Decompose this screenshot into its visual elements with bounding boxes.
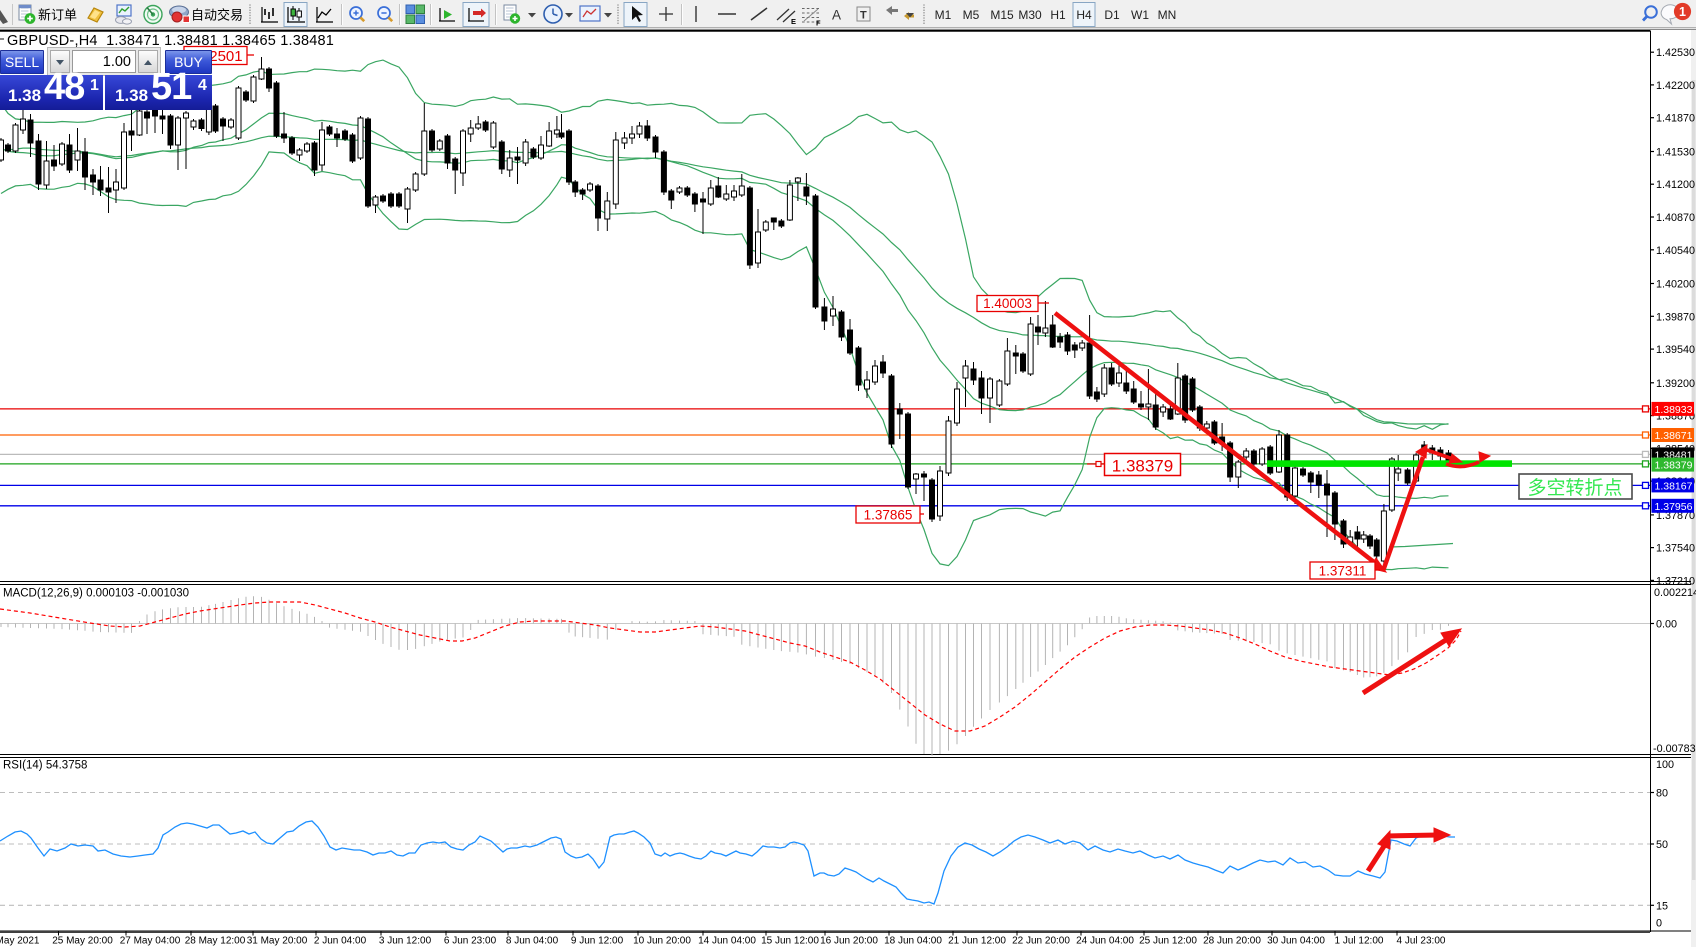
svg-text:1.38671: 1.38671 — [1655, 430, 1693, 442]
svg-text:25 Jun 12:00: 25 Jun 12:00 — [1139, 936, 1197, 947]
svg-text:1.39200: 1.39200 — [1656, 378, 1695, 390]
svg-text:A: A — [832, 8, 841, 23]
svg-text:1 Jul 12:00: 1 Jul 12:00 — [1335, 936, 1384, 947]
svg-text:21 Jun 12:00: 21 Jun 12:00 — [948, 936, 1006, 947]
svg-text:10 Jun 20:00: 10 Jun 20:00 — [633, 936, 691, 947]
svg-text:1.39870: 1.39870 — [1656, 311, 1695, 323]
svg-text:H1: H1 — [1050, 8, 1066, 22]
svg-text:50: 50 — [1656, 839, 1668, 851]
svg-text:W1: W1 — [1131, 8, 1149, 22]
svg-text:31 May 20:00: 31 May 20:00 — [247, 936, 308, 947]
svg-text:9 Jun 12:00: 9 Jun 12:00 — [571, 936, 624, 947]
svg-text:80: 80 — [1656, 788, 1668, 800]
svg-text:0: 0 — [1656, 918, 1662, 930]
svg-text:27 May 04:00: 27 May 04:00 — [120, 936, 181, 947]
svg-text:1.40003: 1.40003 — [983, 296, 1032, 311]
svg-text:8 Jun 04:00: 8 Jun 04:00 — [506, 936, 559, 947]
svg-text:100: 100 — [1656, 759, 1674, 771]
svg-text:M30: M30 — [1018, 8, 1042, 22]
svg-text:M15: M15 — [990, 8, 1014, 22]
svg-text:1.37311: 1.37311 — [1319, 564, 1367, 579]
svg-text:3 Jun 12:00: 3 Jun 12:00 — [379, 936, 432, 947]
svg-text:多空转折点: 多空转折点 — [1527, 477, 1622, 499]
svg-text:1.37870: 1.37870 — [1656, 510, 1695, 522]
svg-text:1.38167: 1.38167 — [1655, 480, 1693, 492]
svg-text:0.00: 0.00 — [1656, 619, 1677, 631]
svg-text:MACD(12,26,9) 0.000103 -0.0010: MACD(12,26,9) 0.000103 -0.001030 — [3, 588, 189, 600]
svg-text:新订单: 新订单 — [38, 8, 77, 23]
svg-text:1.37956: 1.37956 — [1655, 501, 1693, 513]
svg-text:15 Jun 12:00: 15 Jun 12:00 — [761, 936, 819, 947]
svg-text:1.38379: 1.38379 — [1112, 457, 1173, 476]
svg-text:25 May 20:00: 25 May 20:00 — [52, 936, 113, 947]
svg-text:M1: M1 — [935, 8, 952, 22]
svg-text:28 May 12:00: 28 May 12:00 — [185, 936, 246, 947]
svg-text:1: 1 — [1679, 5, 1686, 19]
svg-text:May 2021: May 2021 — [0, 936, 40, 947]
svg-text:24 Jun 04:00: 24 Jun 04:00 — [1076, 936, 1134, 947]
svg-text:16 Jun 20:00: 16 Jun 20:00 — [820, 936, 878, 947]
svg-text:1.37865: 1.37865 — [864, 508, 913, 523]
svg-text:1.41870: 1.41870 — [1656, 113, 1695, 125]
svg-text:1.37210: 1.37210 — [1656, 575, 1695, 587]
svg-text:18 Jun 04:00: 18 Jun 04:00 — [884, 936, 942, 947]
svg-text:1.37540: 1.37540 — [1656, 543, 1695, 555]
svg-text:2 Jun 04:00: 2 Jun 04:00 — [314, 936, 367, 947]
svg-text:自动交易: 自动交易 — [191, 8, 243, 23]
svg-text:14 Jun 04:00: 14 Jun 04:00 — [698, 936, 756, 947]
svg-text:F: F — [816, 19, 821, 28]
svg-text:1.41530: 1.41530 — [1656, 147, 1695, 159]
svg-text:1.39540: 1.39540 — [1656, 344, 1695, 356]
svg-text:H4: H4 — [1076, 8, 1092, 22]
svg-text:1.40870: 1.40870 — [1656, 212, 1695, 224]
svg-text:28 Jun 20:00: 28 Jun 20:00 — [1203, 936, 1261, 947]
svg-text:22 Jun 20:00: 22 Jun 20:00 — [1012, 936, 1070, 947]
svg-text:6 Jun 23:00: 6 Jun 23:00 — [444, 936, 497, 947]
svg-text:M5: M5 — [963, 8, 980, 22]
svg-text:15: 15 — [1656, 900, 1668, 912]
svg-text:T: T — [860, 10, 867, 22]
svg-text:1.38933: 1.38933 — [1655, 404, 1693, 416]
svg-text:0.002214: 0.002214 — [1654, 587, 1696, 599]
svg-text:1.40200: 1.40200 — [1656, 279, 1695, 291]
svg-text:1.40540: 1.40540 — [1656, 245, 1695, 257]
svg-text:E: E — [791, 17, 796, 26]
svg-text:MN: MN — [1158, 8, 1177, 22]
svg-text:1.38379: 1.38379 — [1655, 460, 1693, 472]
svg-text:RSI(14) 54.3758: RSI(14) 54.3758 — [3, 760, 87, 772]
svg-text:4 Jul 23:00: 4 Jul 23:00 — [1397, 936, 1446, 947]
svg-text:30 Jun 04:00: 30 Jun 04:00 — [1267, 936, 1325, 947]
svg-text:D1: D1 — [1104, 8, 1120, 22]
svg-text:1.42530: 1.42530 — [1656, 47, 1695, 59]
svg-text:1.41200: 1.41200 — [1656, 179, 1695, 191]
svg-text:1.42200: 1.42200 — [1656, 80, 1695, 92]
